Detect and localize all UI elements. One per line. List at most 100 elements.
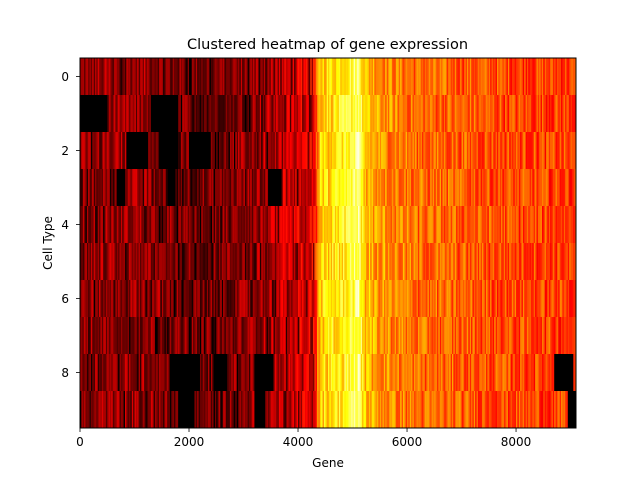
heatmap-cell [127, 243, 130, 281]
heatmap-cell [426, 243, 428, 281]
heatmap-cell [379, 132, 382, 170]
heatmap-cell [401, 169, 404, 207]
heatmap-cell [558, 280, 561, 318]
heatmap-cell [101, 169, 104, 207]
heatmap-cell [458, 169, 461, 207]
heatmap-cell [426, 317, 428, 355]
heatmap-cell [139, 95, 142, 133]
heatmap-cell [432, 391, 435, 429]
heatmap-cell [285, 354, 288, 392]
heatmap-cell [396, 95, 398, 133]
heatmap-cell [332, 317, 334, 355]
heatmap-cell [382, 132, 385, 170]
heatmap-cell [405, 317, 408, 355]
heatmap-cell [317, 132, 319, 170]
heatmap-cell [80, 132, 82, 170]
heatmap-cell [269, 317, 272, 355]
heatmap-cell [498, 206, 501, 244]
heatmap-cell [375, 317, 378, 355]
heatmap-cell [453, 243, 456, 281]
heatmap-cell [562, 317, 565, 355]
heatmap-cell [441, 169, 443, 207]
heatmap-cell [392, 243, 394, 281]
heatmap-cell [150, 317, 153, 355]
heatmap-cell [283, 132, 285, 170]
heatmap-cell [465, 132, 468, 170]
heatmap-cell [471, 280, 473, 318]
heatmap-cell [458, 280, 461, 318]
heatmap-cell [393, 132, 396, 170]
heatmap-cell [179, 317, 182, 355]
heatmap-cell [400, 95, 402, 133]
heatmap-cell [208, 354, 210, 392]
heatmap-cell [461, 243, 464, 281]
heatmap-cell [223, 391, 225, 429]
heatmap-cell [130, 317, 133, 355]
heatmap-cell [363, 317, 366, 355]
heatmap-cell [516, 391, 518, 429]
heatmap-cell [374, 243, 377, 281]
heatmap-cell [269, 280, 272, 318]
heatmap-cell [281, 317, 284, 355]
heatmap-cell [393, 58, 396, 96]
heatmap-cell [149, 132, 152, 170]
heatmap-cell [253, 132, 255, 170]
heatmap-cell [348, 354, 351, 392]
heatmap-cell [97, 280, 100, 318]
heatmap-cell [516, 354, 518, 392]
heatmap-cell [402, 354, 405, 392]
heatmap-cell [139, 280, 142, 318]
heatmap-cell [539, 58, 541, 96]
heatmap-cell [277, 132, 280, 170]
heatmap-cell [412, 206, 415, 244]
heatmap-cell [238, 354, 240, 392]
heatmap-cell [355, 317, 358, 355]
heatmap-cell [375, 132, 378, 170]
heatmap-cell [82, 206, 85, 244]
heatmap-cell [546, 169, 548, 207]
heatmap-cell [496, 280, 499, 318]
heatmap-cell [540, 391, 543, 429]
heatmap-cell [458, 243, 461, 281]
heatmap-cell [86, 243, 89, 281]
heatmap-cell [214, 169, 217, 207]
heatmap-cell [127, 206, 130, 244]
heatmap-cell [295, 317, 298, 355]
heatmap-cell [201, 95, 204, 133]
heatmap-cell [535, 95, 537, 133]
heatmap-cell [550, 391, 552, 429]
heatmap-cell [412, 391, 415, 429]
heatmap-cell [409, 95, 412, 133]
heatmap-cell [161, 169, 164, 207]
heatmap-cell [183, 58, 186, 96]
heatmap-dark-cell [213, 354, 228, 391]
heatmap-cell [352, 169, 355, 207]
heatmap-cell [464, 132, 467, 170]
heatmap-cell [342, 354, 345, 392]
heatmap-cell [460, 280, 462, 318]
heatmap-cell [93, 354, 96, 392]
heatmap-cell [300, 132, 303, 170]
heatmap-cell [437, 132, 439, 170]
heatmap-cell [232, 58, 235, 96]
heatmap-cell [148, 169, 150, 207]
heatmap-cell [417, 132, 420, 170]
heatmap-cell [272, 206, 274, 244]
heatmap-cell [161, 243, 164, 281]
heatmap-cell [422, 206, 424, 244]
heatmap-cell [240, 243, 243, 281]
heatmap-cell [198, 95, 201, 133]
heatmap-cell [159, 58, 161, 96]
heatmap-cell [458, 206, 461, 244]
heatmap-cell [131, 243, 134, 281]
heatmap-cell [362, 95, 364, 133]
heatmap-cell [367, 280, 370, 318]
heatmap-cell [142, 243, 145, 281]
heatmap-cell [506, 95, 509, 133]
heatmap-cell [378, 169, 381, 207]
heatmap-cell [558, 243, 561, 281]
heatmap-cell [336, 354, 338, 392]
heatmap-cell [340, 280, 343, 318]
heatmap-cell [363, 169, 366, 207]
heatmap-cell [535, 206, 537, 244]
